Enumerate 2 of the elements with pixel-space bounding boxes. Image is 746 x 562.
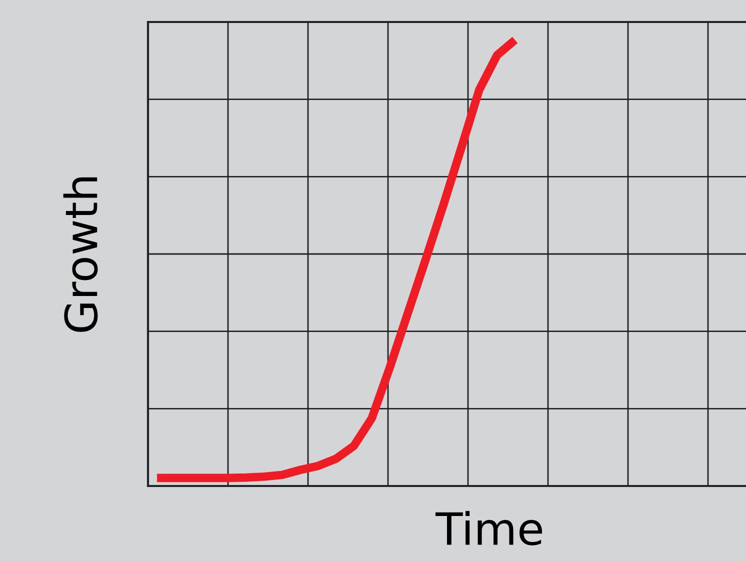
y-axis-title: Growth xyxy=(63,177,98,332)
x-axis-title: Time xyxy=(435,511,542,546)
